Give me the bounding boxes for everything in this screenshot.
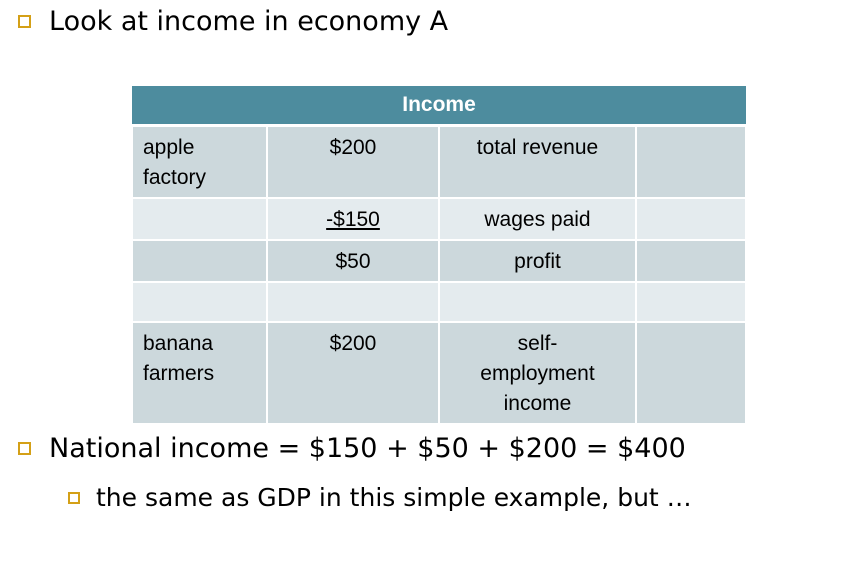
row-description (438, 281, 637, 323)
row-extra (634, 321, 748, 425)
row-label (131, 281, 268, 323)
table-row: -$150 wages paid (131, 197, 748, 241)
row-description: profit (438, 239, 637, 283)
table-row: $50 profit (131, 239, 748, 283)
hollow-square-bullet-icon (68, 491, 80, 504)
row-label (131, 197, 268, 241)
row-label (131, 239, 268, 283)
row-description: wages paid (438, 197, 637, 241)
income-table: Income apple factory $200 total revenue … (131, 86, 748, 425)
table-row: apple factory $200 total revenue (131, 124, 748, 199)
sub-bullet-text: the same as GDP in this simple example, … (96, 483, 692, 512)
row-description: total revenue (438, 124, 637, 199)
row-extra (634, 197, 748, 241)
table-row (131, 281, 748, 323)
bullet-national-income: National income = $150 + $50 + $200 = $4… (18, 433, 686, 464)
row-amount (266, 281, 440, 323)
row-extra (634, 281, 748, 323)
row-amount: $200 (266, 124, 440, 199)
table-header: Income (132, 86, 747, 127)
row-amount: $50 (266, 239, 440, 283)
row-label: apple factory (131, 124, 268, 199)
hollow-square-bullet-icon (18, 442, 31, 455)
bullet-text: Look at income in economy A (49, 6, 449, 37)
table-row: banana farmers $200 self-employment inco… (131, 321, 748, 425)
bullet-look-at-income: Look at income in economy A (18, 6, 448, 37)
hollow-square-bullet-icon (18, 15, 31, 28)
bullet-text: National income = $150 + $50 + $200 = $4… (49, 433, 686, 464)
row-description: self-employment income (438, 321, 637, 425)
row-amount: $200 (266, 321, 440, 425)
row-amount: -$150 (266, 197, 440, 241)
row-amount-text: -$150 (326, 208, 380, 231)
sub-bullet-same-as-gdp: the same as GDP in this simple example, … (68, 483, 692, 512)
row-extra (634, 124, 748, 199)
row-label: banana farmers (131, 321, 268, 425)
row-extra (634, 239, 748, 283)
